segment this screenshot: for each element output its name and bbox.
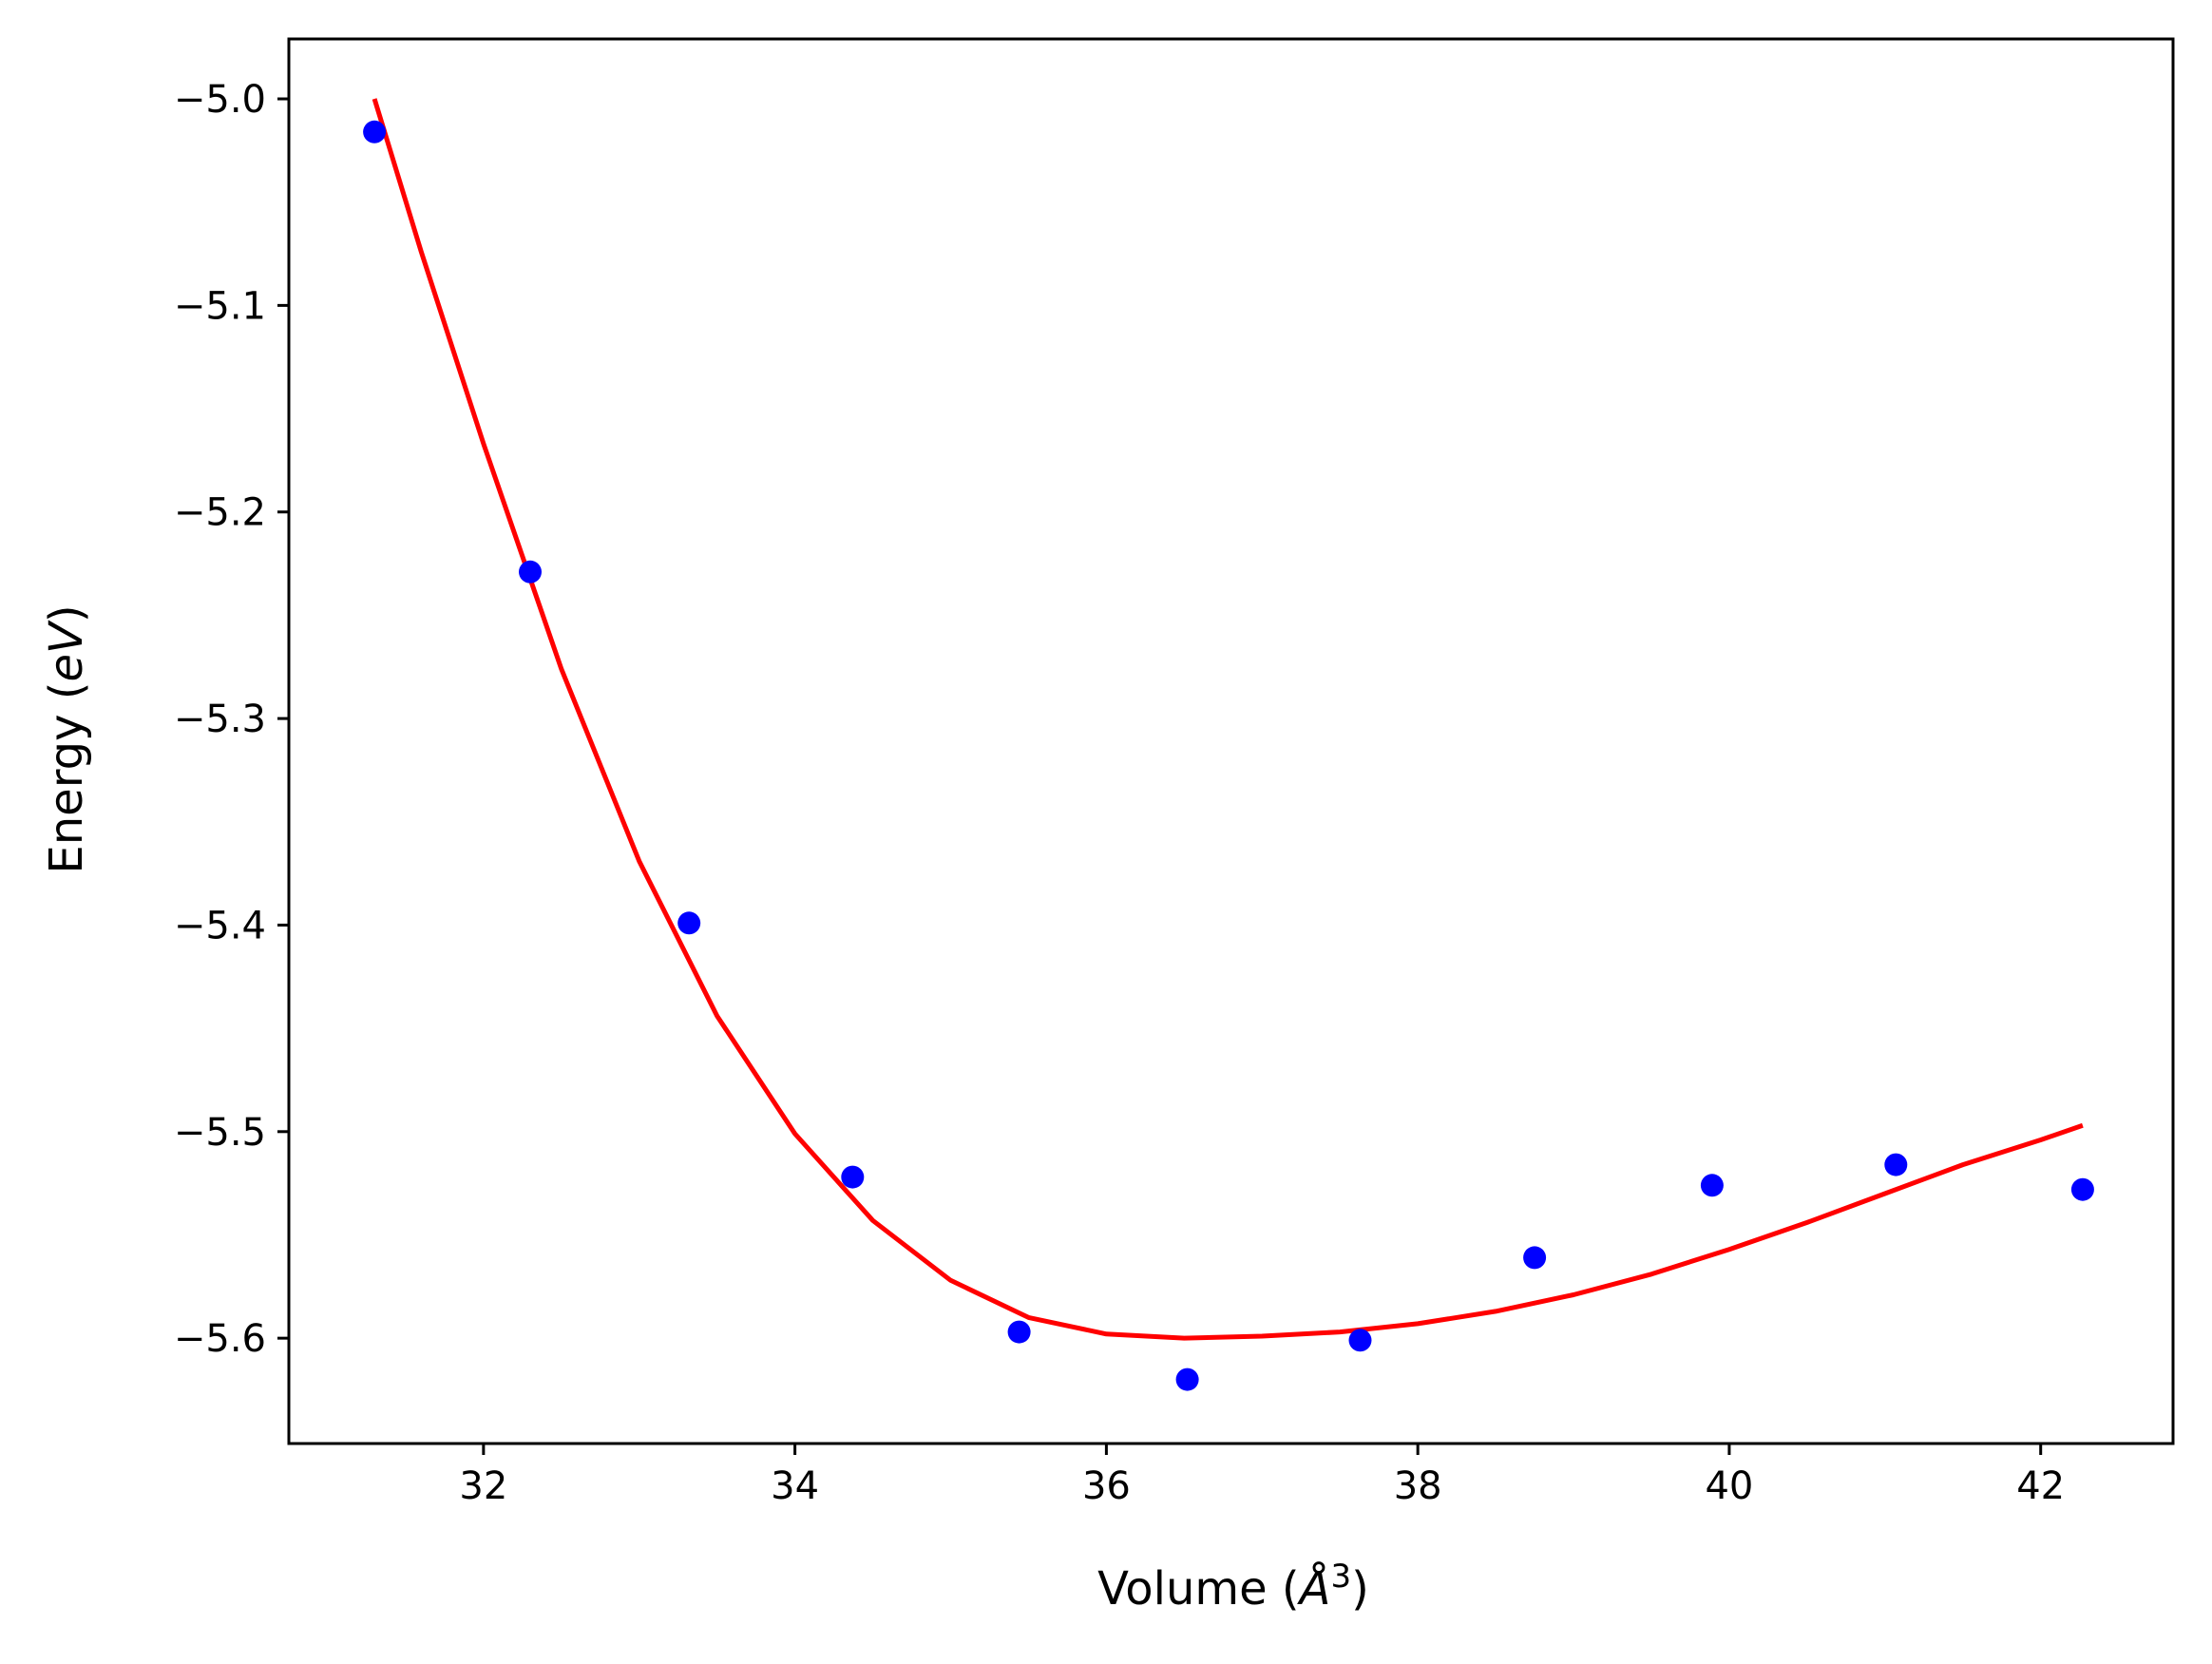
x-tick-label: 32 — [459, 1464, 507, 1508]
fit-curve-line — [372, 98, 2084, 1341]
data-point — [841, 1165, 865, 1189]
data-point — [363, 120, 387, 143]
x-tick-label: 42 — [2016, 1464, 2065, 1508]
y-tick-label: −5.4 — [174, 904, 266, 947]
x-axis-label-unit: Å — [1297, 1561, 1331, 1616]
data-point — [1348, 1329, 1372, 1352]
x-tick-label: 40 — [1705, 1464, 1753, 1508]
y-axis-label: Energy (eV) — [40, 604, 93, 873]
x-axis: 32 34 36 38 40 42 — [459, 1444, 2065, 1508]
y-tick-label: −5.5 — [174, 1111, 266, 1155]
y-axis-label-prefix: Energy ( — [40, 682, 93, 874]
x-axis-label-superscript: 3 — [1330, 1558, 1351, 1596]
data-point — [677, 911, 701, 935]
y-axis-label-unit: eV — [40, 620, 93, 682]
data-point — [2070, 1177, 2094, 1201]
data-point — [1884, 1153, 1908, 1176]
x-tick-label: 38 — [1394, 1464, 1442, 1508]
plot-frame — [287, 37, 2175, 1445]
y-tick-label: −5.1 — [174, 284, 266, 328]
y-axis: −5.0 −5.1 −5.2 −5.3 −5.4 −5.5 −5.6 — [174, 78, 289, 1361]
data-point — [1175, 1368, 1199, 1391]
y-tick-label: −5.3 — [174, 698, 266, 741]
y-tick-label: −5.0 — [174, 78, 266, 122]
data-point — [519, 560, 542, 583]
x-axis-label-suffix: ) — [1351, 1562, 1369, 1616]
data-point — [1700, 1174, 1724, 1197]
x-tick-label: 34 — [771, 1464, 819, 1508]
data-point — [1007, 1320, 1031, 1344]
data-point — [1523, 1246, 1547, 1270]
x-tick-label: 36 — [1082, 1464, 1131, 1508]
y-tick-label: −5.6 — [174, 1317, 266, 1361]
x-axis-label: Volume (Å3) — [1097, 1558, 1369, 1616]
x-axis-label-prefix: Volume ( — [1097, 1562, 1300, 1616]
y-axis-label-suffix: ) — [40, 604, 93, 622]
y-tick-label: −5.2 — [174, 491, 266, 535]
plot-area — [363, 98, 2094, 1391]
